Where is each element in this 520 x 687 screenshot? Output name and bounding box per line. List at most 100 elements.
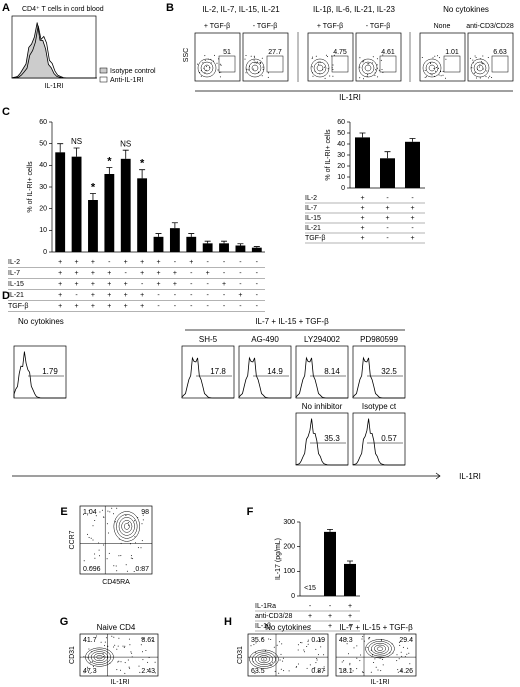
event-dot [368,637,370,639]
event-dot [301,642,303,644]
event-dot [487,77,489,79]
event-dot [369,637,371,638]
panel-letter: F [247,506,254,518]
condition-sign: + [140,303,144,310]
condition-sign: + [91,292,95,299]
histogram [352,418,405,466]
event-dot [320,646,322,648]
event-dot [87,514,89,516]
event-dot [151,637,153,639]
bar [235,245,246,252]
panel-letter: A [2,2,10,14]
event-dot [216,62,218,64]
event-dot [142,659,144,661]
error-bar [57,143,64,153]
event-dot [87,669,88,671]
gate [379,55,397,73]
condition-sign: + [348,613,352,620]
event-dot [267,72,269,74]
contour [368,641,392,657]
panel-title: No cytokines [18,317,64,326]
event-dot [143,638,145,640]
row-label: IL-1Ra [255,603,276,610]
event-dot [363,59,365,61]
event-dot [116,648,118,650]
event-dot [333,54,335,56]
event-dot [474,55,476,57]
significance-marker: * [91,181,96,193]
condition-sign: - [174,259,177,266]
y-tick-label: 40 [337,141,345,148]
quadrant-value: 48.3 [339,637,353,644]
event-dot [442,70,444,72]
event-dot [124,672,126,674]
event-dot [376,58,378,60]
gate-value: 0.57 [381,434,397,443]
bar [55,152,66,252]
event-dot [374,72,376,74]
gate-value: 4.61 [381,49,395,56]
event-dot [88,510,90,512]
event-dot [254,56,255,58]
event-dot [359,660,361,662]
event-dot [249,65,250,67]
event-dot [258,71,260,73]
plot-frame [307,32,354,82]
event-dot [401,655,403,657]
contour [257,655,271,664]
event-dot [478,66,480,68]
y-tick-label: 10 [337,174,345,181]
event-dot [128,524,130,526]
event-dot [125,515,127,516]
event-dot [332,69,334,71]
significance-marker: * [107,155,112,167]
event-dot [373,662,375,663]
contour [255,653,273,665]
event-dot [319,639,321,641]
condition-sign: - [256,281,259,288]
event-dot [487,57,489,58]
contour [203,64,211,72]
event-dot [356,645,358,647]
contour [260,657,268,662]
event-dot [349,662,351,664]
event-dot [360,654,362,656]
event-dot [117,645,119,647]
y-tick-label: 40 [39,162,47,169]
histogram [181,356,234,399]
condition-sign: - [256,292,259,299]
event-dot [326,56,328,57]
event-dot [120,669,121,671]
panel-letter: D [2,290,10,302]
group-title: No cytokines [443,5,489,14]
axis-label: CD31 [237,646,244,664]
event-dot [316,659,318,661]
plot-frame [242,32,289,82]
event-dot [313,667,315,669]
event-dot [261,75,263,77]
event-dot [250,55,252,57]
plot-label: PD980599 [360,335,398,344]
event-dot [318,671,320,673]
event-dot [374,74,376,76]
plot-frame [355,32,402,82]
event-dot [368,638,370,640]
event-dot [400,651,402,653]
event-dot [127,522,129,524]
event-dot [261,638,263,639]
event-dot [348,653,349,655]
panel-letter: B [166,2,174,14]
condition-sign: + [328,623,332,630]
row-label: IL-21 [8,292,24,299]
event-dot [244,58,246,60]
event-dot [104,645,106,647]
axis-label: IL-1RI [459,472,481,481]
plot-frame [79,633,159,677]
condition-sign: - [386,225,389,232]
event-dot [316,658,318,659]
event-dot [431,74,433,76]
plot-label: - TGF-β [366,23,391,30]
event-dot [278,672,280,674]
event-dot [219,76,221,78]
